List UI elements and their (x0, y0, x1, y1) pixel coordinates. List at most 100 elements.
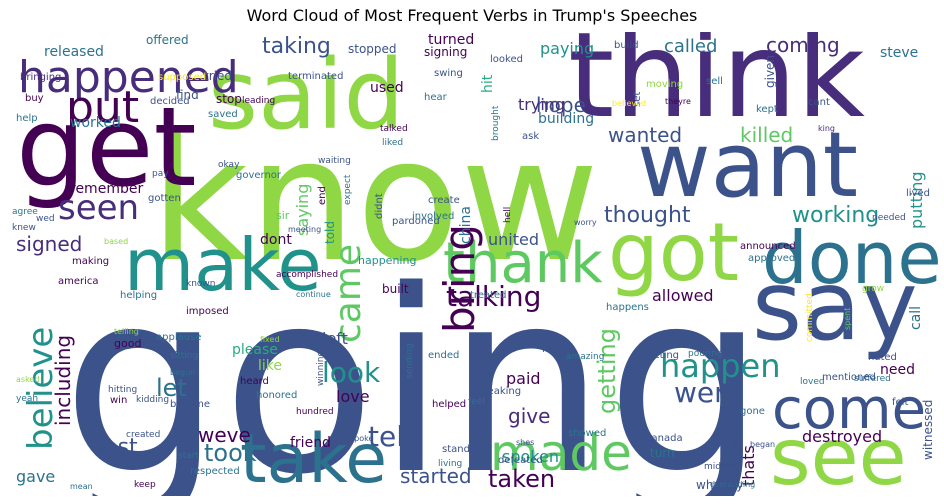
word-seen: seen (58, 188, 139, 228)
word-told: told (323, 221, 337, 244)
word-bringing: bringing (20, 72, 61, 83)
word-paying: paying (540, 39, 594, 58)
word-thought: thought (604, 203, 691, 228)
word-ended: ended (428, 350, 459, 361)
word-took: took (204, 439, 257, 467)
word-keep: keep (134, 480, 156, 490)
word-needed: needed (872, 213, 906, 223)
word-say: say (752, 250, 918, 362)
word-suffered: suffered (854, 374, 891, 384)
word-witnessed: witnessed (921, 400, 935, 460)
word-treated: treated (470, 290, 507, 301)
word-going: going (62, 237, 766, 496)
word-love: love (336, 387, 370, 406)
word-mentioned: mentioned (822, 372, 876, 383)
word-talked: talked (380, 124, 408, 134)
word-given: given (763, 55, 777, 88)
word-brought: brought (491, 105, 501, 141)
word-got: got (608, 206, 739, 299)
word-living: living (438, 459, 462, 469)
word-gone: gone (740, 406, 765, 417)
word-shes: shes (516, 438, 534, 447)
word-based: based (104, 237, 128, 246)
word-gave: gave (16, 467, 55, 486)
word-helped: helped (432, 399, 466, 410)
word-spoke: spoke (350, 434, 373, 443)
word-terminated: terminated (288, 71, 343, 82)
word-swing: swing (434, 68, 463, 79)
word-telling: telling (114, 327, 139, 336)
word-done: done (762, 216, 942, 300)
word-committed: committed (805, 293, 815, 342)
word-cant: cant (808, 97, 830, 108)
word-knew: knew (12, 223, 36, 233)
word-friend: friend (290, 435, 331, 451)
word-waiting: waiting (318, 156, 351, 166)
word-buy: buy (25, 93, 44, 104)
word-yeah: yeah (16, 394, 38, 404)
word-turned: turned (428, 32, 474, 48)
word-happen: happen (660, 347, 780, 385)
word-see: see (770, 413, 907, 496)
word-need: need (880, 362, 915, 378)
word-make: make (124, 223, 322, 307)
word-expect: expect (343, 174, 353, 205)
word-spoken: spoken (502, 447, 559, 466)
word-building: building (538, 111, 594, 127)
word-okay: okay (218, 160, 240, 170)
word-steve: steve (880, 45, 918, 61)
word-kidding: kidding (136, 395, 169, 405)
word-heard: heard (240, 376, 269, 387)
word-imposed: imposed (186, 306, 229, 317)
word-build: build (614, 40, 639, 51)
word-cloud-area: going know think said get want say make got done s… (10, 32, 942, 496)
word-coming: coming (766, 33, 840, 57)
word-known: known (186, 279, 216, 289)
word-fixed: fixed (260, 335, 280, 344)
word-supposed: supposed (158, 72, 206, 83)
word-create: create (428, 195, 460, 206)
chart-title: Word Cloud of Most Frequent Verbs in Tru… (246, 6, 698, 25)
word-hear: hear (424, 92, 448, 103)
word-taking: taking (262, 34, 331, 59)
word-getting: getting (593, 328, 621, 414)
word-please: please (232, 342, 278, 358)
word-used: used (370, 80, 404, 96)
word-ask: ask (522, 131, 539, 142)
word-pardoned: pardoned (392, 216, 440, 227)
word-signed: signed (16, 232, 82, 256)
word-talking: talking (446, 280, 541, 313)
word-left: left (322, 329, 348, 348)
word-united: united (488, 230, 539, 249)
word-dont: dont (260, 232, 292, 248)
word-believed: believed (612, 99, 646, 108)
word-honored: honored (256, 390, 297, 401)
word-win: win (110, 395, 127, 406)
word-loved: loved (800, 377, 825, 387)
word-wed: wed (36, 214, 55, 224)
word-come: come (772, 377, 926, 442)
word-call: call (908, 306, 924, 330)
word-stand: stand (442, 444, 470, 455)
word-released: released (44, 44, 104, 60)
word-whatley: whatley (696, 478, 743, 492)
word-sell: sell (706, 76, 723, 87)
word-governor: governor (236, 170, 282, 181)
word-went: went (674, 376, 743, 409)
word-amazing: amazing (566, 352, 604, 362)
word-thank: thank (443, 231, 603, 296)
word-felt: felt (892, 397, 908, 408)
word-killed: killed (740, 123, 793, 147)
word-helping: helping (120, 290, 157, 301)
word-working: working (792, 203, 879, 228)
word-tell: tell (368, 420, 412, 453)
word-bring: bring (435, 224, 484, 333)
word-started: started (400, 464, 472, 488)
word-including: including (51, 335, 75, 426)
word-respected: respected (190, 466, 240, 477)
word-speaking: speaking (476, 386, 521, 397)
word-became: became (170, 399, 210, 410)
word-created: created (126, 430, 160, 440)
word-canada: canada (646, 433, 683, 444)
